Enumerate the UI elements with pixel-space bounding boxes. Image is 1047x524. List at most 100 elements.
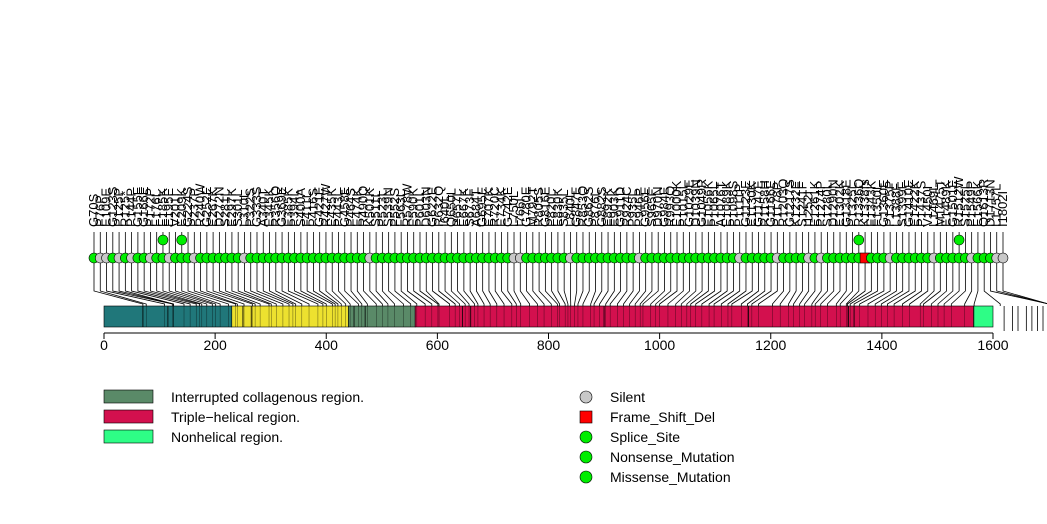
mutation-label: I1252I	[801, 191, 816, 227]
mutation-connector	[845, 258, 860, 306]
mutation-label: L1388F	[888, 183, 903, 227]
mutation-connector	[950, 258, 966, 306]
mutation-label: E1089K	[719, 180, 734, 227]
mutation-connector	[623, 258, 634, 306]
mutation-connector	[106, 258, 165, 306]
mutation-marker-stacked[interactable]	[157, 234, 169, 246]
mutation-marker-stacked[interactable]	[176, 234, 188, 246]
mutation-connector	[880, 258, 904, 306]
protein-domain-segment	[973, 305, 994, 328]
mutation-connector	[799, 258, 810, 306]
mutation-label: G1049R	[694, 179, 709, 227]
mutation-label: E435K	[324, 188, 339, 227]
mutation-label: G224S	[180, 186, 195, 227]
mutation-connector	[168, 258, 213, 306]
mutation-label: G252E	[199, 186, 214, 227]
mutation-connector	[814, 258, 828, 306]
mutation-label: V201I	[167, 193, 182, 227]
mutation-connector	[181, 258, 221, 306]
mutation-connector	[902, 258, 922, 306]
mutation-label: I766I	[512, 198, 527, 227]
legend-mutation-symbol	[579, 410, 593, 424]
mutation-connector	[350, 258, 363, 306]
mutation-label: E1566K	[970, 180, 985, 227]
legend-mutation-symbol	[579, 390, 593, 404]
mutation-connector	[859, 258, 885, 306]
mutation-label: R720C	[487, 187, 502, 227]
mutation-connector	[758, 258, 778, 306]
mutation-connector	[990, 258, 1047, 305]
mutation-connector	[331, 258, 347, 306]
x-axis-tick-label: 400	[315, 337, 339, 353]
mutation-label: P237P	[186, 188, 201, 227]
mutation-label: E1343K	[863, 180, 878, 227]
mutation-label: E185K	[155, 188, 170, 227]
mutation-label: K1338fs	[857, 179, 872, 227]
mutation-label: G1147E	[751, 180, 766, 227]
mutation-marker-stacked[interactable]	[853, 234, 865, 246]
mutation-connector	[206, 258, 245, 306]
mutation-connector	[557, 258, 566, 306]
mutation-label: A340T	[255, 189, 270, 227]
mutation-connector	[394, 258, 412, 306]
legend-domain-label: Interrupted collagenous region.	[171, 389, 364, 405]
mutation-connector	[751, 258, 772, 306]
mutation-connector	[639, 258, 653, 306]
mutation-connector	[747, 258, 766, 306]
mutation-connector	[930, 258, 947, 306]
mutation-label: P1065L	[707, 182, 722, 227]
mutation-label: E903K	[606, 188, 621, 227]
mutation-label: G1501E	[945, 179, 960, 227]
mutation-connector	[609, 258, 621, 306]
mutation-marker-stacked[interactable]	[953, 234, 965, 246]
legend-mutation-symbol	[579, 450, 593, 464]
mutation-label: R490Q	[356, 186, 371, 227]
mutation-label: S673F	[462, 189, 477, 227]
mutation-label: D603N	[418, 187, 433, 227]
mutation-connector	[231, 258, 270, 306]
mutation-connector	[507, 258, 517, 306]
mutation-label: E345K	[262, 188, 277, 227]
mutation-connector	[425, 258, 440, 306]
mutation-label: P443L	[330, 189, 345, 227]
mutation-label: G1360E	[876, 179, 891, 227]
mutation-label: K1232E	[788, 180, 803, 227]
mutation-connector	[143, 258, 197, 306]
mutation-connector	[187, 258, 229, 306]
mutation-connector	[996, 258, 1047, 305]
mutation-label: R632Q	[431, 186, 446, 227]
mutation-connector	[438, 258, 456, 306]
mutation-label: R993Q	[663, 186, 678, 227]
x-axis-tick-label: 800	[537, 337, 561, 353]
mutation-connector	[650, 258, 665, 306]
mutation-label: G155E	[130, 186, 145, 227]
mutation-connector	[193, 258, 237, 306]
mutation-label: G333S	[249, 186, 264, 227]
mutation-connector	[338, 258, 351, 306]
mutation-connector	[616, 258, 628, 306]
mutation-connector	[469, 258, 479, 306]
mutation-connector	[526, 258, 538, 306]
mutation-connector	[853, 258, 879, 306]
mutation-label: A684T	[468, 189, 483, 227]
mutation-connector	[519, 258, 531, 306]
mutation-connector	[1002, 258, 1047, 304]
protein-domain-segment	[414, 305, 974, 328]
mutation-label: G369E	[274, 186, 289, 227]
mutation-label: G695E	[475, 186, 490, 227]
mutation-connector	[225, 258, 261, 306]
mutation-connector	[538, 258, 552, 306]
mutation-connector	[501, 258, 513, 306]
mutation-marker-circle[interactable]	[997, 252, 1009, 264]
mutation-label: P1375P	[882, 181, 897, 227]
mutation-connector	[943, 258, 960, 306]
mutation-label: S281L	[218, 189, 233, 227]
mutation-label: P125P	[111, 188, 126, 227]
mutation-label: G1029E	[682, 179, 697, 227]
legend-domain-label: Nonhelical region.	[171, 429, 283, 445]
mutation-label: P322S	[243, 188, 258, 227]
mutation-label: G1318E	[838, 179, 853, 227]
mutation-connector	[419, 258, 439, 306]
mutation-connector	[381, 258, 395, 306]
legend-mutation-label: Silent	[610, 389, 645, 405]
